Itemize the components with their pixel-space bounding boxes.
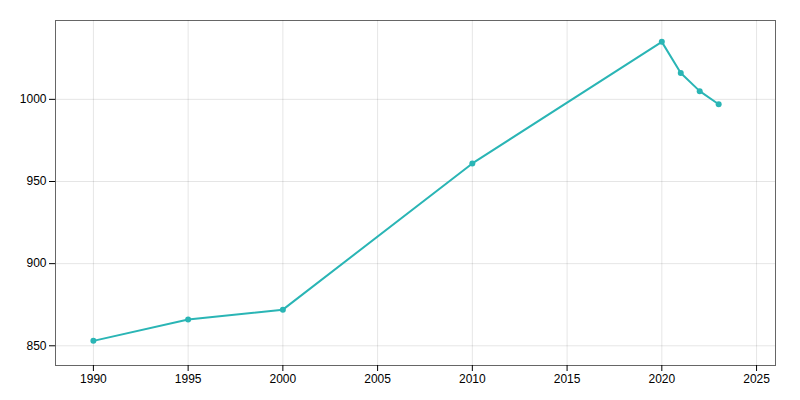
svg-text:1990: 1990 (80, 372, 107, 386)
svg-text:2015: 2015 (554, 372, 581, 386)
svg-text:900: 900 (26, 256, 46, 270)
svg-text:1995: 1995 (175, 372, 202, 386)
svg-text:950: 950 (26, 174, 46, 188)
svg-text:2000: 2000 (270, 372, 297, 386)
svg-text:2020: 2020 (648, 372, 675, 386)
svg-text:1000: 1000 (20, 92, 47, 106)
svg-text:850: 850 (26, 339, 46, 353)
svg-text:2025: 2025 (743, 372, 770, 386)
svg-text:2010: 2010 (459, 372, 486, 386)
svg-text:2005: 2005 (364, 372, 391, 386)
